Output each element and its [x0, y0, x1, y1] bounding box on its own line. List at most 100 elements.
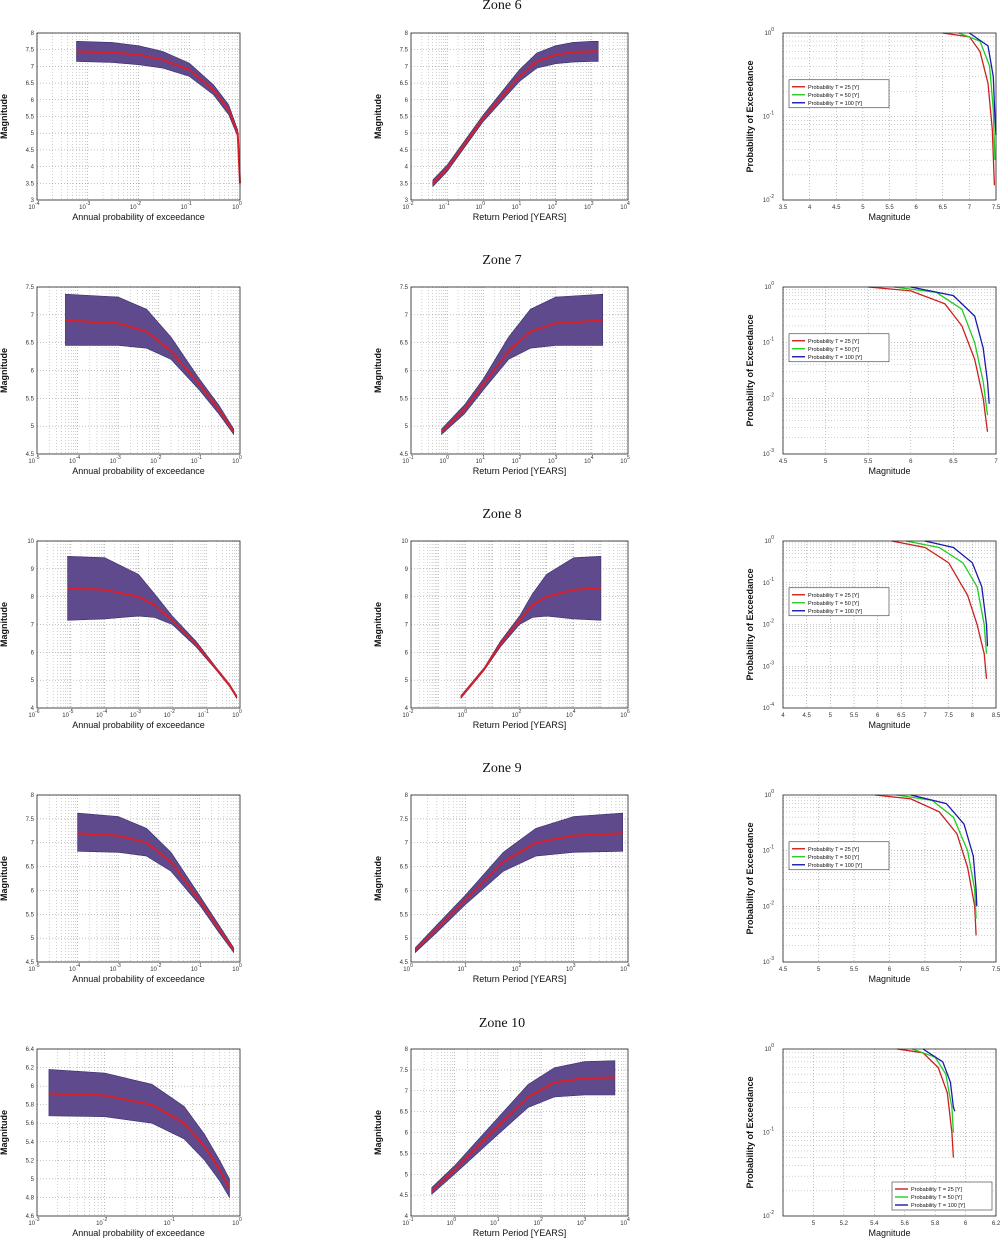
y-tick-label: 100 [765, 27, 775, 37]
y-tick-labels: 3 3.5 4 4.5 5 5.5 6 6.5 7 7.5 8 [400, 31, 409, 204]
series-line [905, 540, 988, 654]
y-tick-label: 4 [31, 165, 35, 171]
zone-row: Zone 6 10-4 10-3 10-2 10-1 100 3 3.5 4 4.5 5 5.5 6 6.… [0, 0, 1001, 222]
y-tick-label: 7.5 [26, 285, 35, 291]
y-tick-label: 6.5 [26, 81, 35, 87]
x-tick-label: 102 [548, 201, 558, 211]
x-tick-label: 105 [620, 455, 630, 465]
x-axis-label: Return Period [YEARS] [473, 466, 567, 476]
x-tick-labels: 5 5.2 5.4 5.6 5.8 6 6.2 [812, 1221, 1001, 1227]
x-tick-label: 102 [533, 1217, 543, 1227]
x-axis-label: Return Period [YEARS] [473, 720, 567, 730]
plot-frame [782, 286, 997, 455]
y-tick-label: 10-3 [763, 956, 774, 966]
plot-frame [36, 286, 241, 455]
y-tick-label: 5.4 [26, 1140, 35, 1146]
plot-frame [36, 32, 241, 201]
y-tick-label: 7 [31, 623, 35, 629]
legend-label: Probability T = 100 [Y] [911, 1203, 966, 1209]
plot-frame [36, 540, 241, 709]
x-tick-label: 8.5 [992, 713, 1001, 719]
x-tick-label: 4 [808, 205, 812, 211]
legend-label: Probability T = 100 [Y] [808, 609, 863, 615]
y-tick-label: 5 [31, 1177, 35, 1183]
legend-label: Probability T = 25 [Y] [808, 85, 859, 91]
y-tick-label: 7.5 [400, 1068, 409, 1074]
chart-panel: 3.5 4 4.5 5 5.5 6 6.5 7 7.5 10-2 10-1 100 Magnitude P… [745, 27, 1001, 222]
x-tick-label: 7 [923, 713, 927, 719]
y-tick-label: 7 [405, 841, 409, 847]
y-tick-label: 6.5 [400, 1110, 409, 1116]
x-tick-label: 103 [566, 963, 576, 973]
x-axis-label: Annual probability of exceedance [72, 1228, 205, 1238]
x-tick-label: 6 [964, 1221, 968, 1227]
series-line [912, 1048, 955, 1133]
chart-panel: 10-6 10-5 10-4 10-3 10-2 10-1 100 4 5 6 7 8 9 10 Annua… [0, 539, 242, 730]
x-tick-label: 5.5 [885, 205, 894, 211]
x-tick-label: 5 [817, 967, 821, 973]
series-line [910, 286, 990, 404]
mean-line [440, 319, 603, 433]
x-tick-label: 4.5 [802, 713, 811, 719]
y-tick-label: 7 [405, 313, 409, 319]
x-tick-label: 6.5 [897, 713, 906, 719]
y-axis-label: Magnitude [0, 94, 9, 139]
y-tick-label: 7 [405, 64, 409, 70]
y-axis-label: Magnitude [0, 348, 9, 393]
y-tick-label: 4 [405, 1214, 409, 1220]
y-tick-label: 6.2 [26, 1066, 35, 1072]
uncertainty-band [77, 812, 234, 954]
y-tick-label: 10-2 [763, 1210, 774, 1220]
zone-title: Zone 6 [482, 0, 521, 13]
legend-label: Probability T = 100 [Y] [808, 101, 863, 107]
chart-panel: 10-3 10-2 10-1 100 4.6 4.8 5 5.2 5.4 5.6 5.8 6 6.2 6.… [0, 1047, 242, 1238]
legend: Probability T = 25 [Y] Probability T = 50… [788, 79, 890, 109]
x-tick-label: 10-3 [110, 963, 121, 973]
x-tick-label: 10-5 [28, 455, 39, 465]
x-tick-labels: 10-1 100 101 102 103 104 105 [402, 455, 630, 465]
series-line [958, 32, 996, 161]
x-tick-label: 5.8 [931, 1221, 940, 1227]
y-tick-labels: 4 5 6 7 8 9 10 [27, 539, 34, 712]
x-tick-label: 10-4 [69, 963, 80, 973]
y-tick-label: 4.5 [26, 148, 35, 154]
x-tick-labels: 10-4 10-3 10-2 10-1 100 [28, 201, 242, 211]
x-tick-label: 10-6 [28, 709, 39, 719]
legend-box [788, 333, 890, 363]
zone-row: Zone 10 10-3 10-2 10-1 100 4.6 4.8 5 5.2 5.4 5.6 5.… [0, 1016, 1001, 1238]
y-tick-label: 100 [765, 535, 775, 545]
legend-label: Probability T = 50 [Y] [808, 93, 859, 99]
y-tick-label: 6 [31, 888, 35, 894]
y-axis-label: Probability of Exceedance [745, 314, 755, 426]
series-line [893, 286, 989, 416]
x-tick-label: 5.5 [850, 713, 859, 719]
x-tick-label: 100 [232, 1217, 242, 1227]
x-tick-labels: 100 101 102 103 104 [403, 963, 630, 973]
y-axis-label: Probability of Exceedance [745, 568, 755, 680]
y-axis-label: Probability of Exceedance [745, 822, 755, 934]
y-tick-label: 6 [31, 1084, 35, 1090]
legend-label: Probability T = 50 [Y] [808, 855, 859, 861]
legend: Probability T = 25 [Y] Probability T = 50… [788, 841, 890, 871]
y-tick-label: 5 [31, 424, 35, 430]
y-tick-labels: 4.5 5 5.5 6 6.5 7 7.5 [400, 285, 409, 458]
y-tick-label: 5.5 [400, 115, 409, 121]
chart-panel: 100 101 102 103 104 4.5 5 5.5 6 6.5 7 7.5 8 Return Pe… [373, 793, 630, 984]
x-tick-label: 6.5 [949, 459, 958, 465]
legend-box [788, 587, 890, 617]
y-tick-label: 6 [31, 98, 35, 104]
x-tick-label: 103 [584, 201, 594, 211]
y-tick-label: 6.4 [26, 1047, 35, 1053]
x-axis-label: Magnitude [868, 974, 910, 984]
y-tick-label: 10-3 [763, 660, 774, 670]
x-tick-label: 7.5 [944, 713, 953, 719]
y-tick-label: 7.5 [400, 48, 409, 54]
y-tick-label: 7.5 [400, 285, 409, 291]
x-tick-labels: 10-5 10-4 10-3 10-2 10-1 100 [28, 963, 242, 973]
y-tick-label: 7 [31, 64, 35, 70]
x-tick-labels: 4.5 5 5.5 6 6.5 7 [779, 459, 999, 465]
x-tick-label: 103 [577, 1217, 587, 1227]
x-tick-labels: 10-6 10-5 10-4 10-3 10-2 10-1 100 [28, 709, 242, 719]
y-tick-labels: 10-3 10-2 10-1 100 [763, 281, 774, 458]
y-tick-label: 5.5 [400, 1151, 409, 1157]
